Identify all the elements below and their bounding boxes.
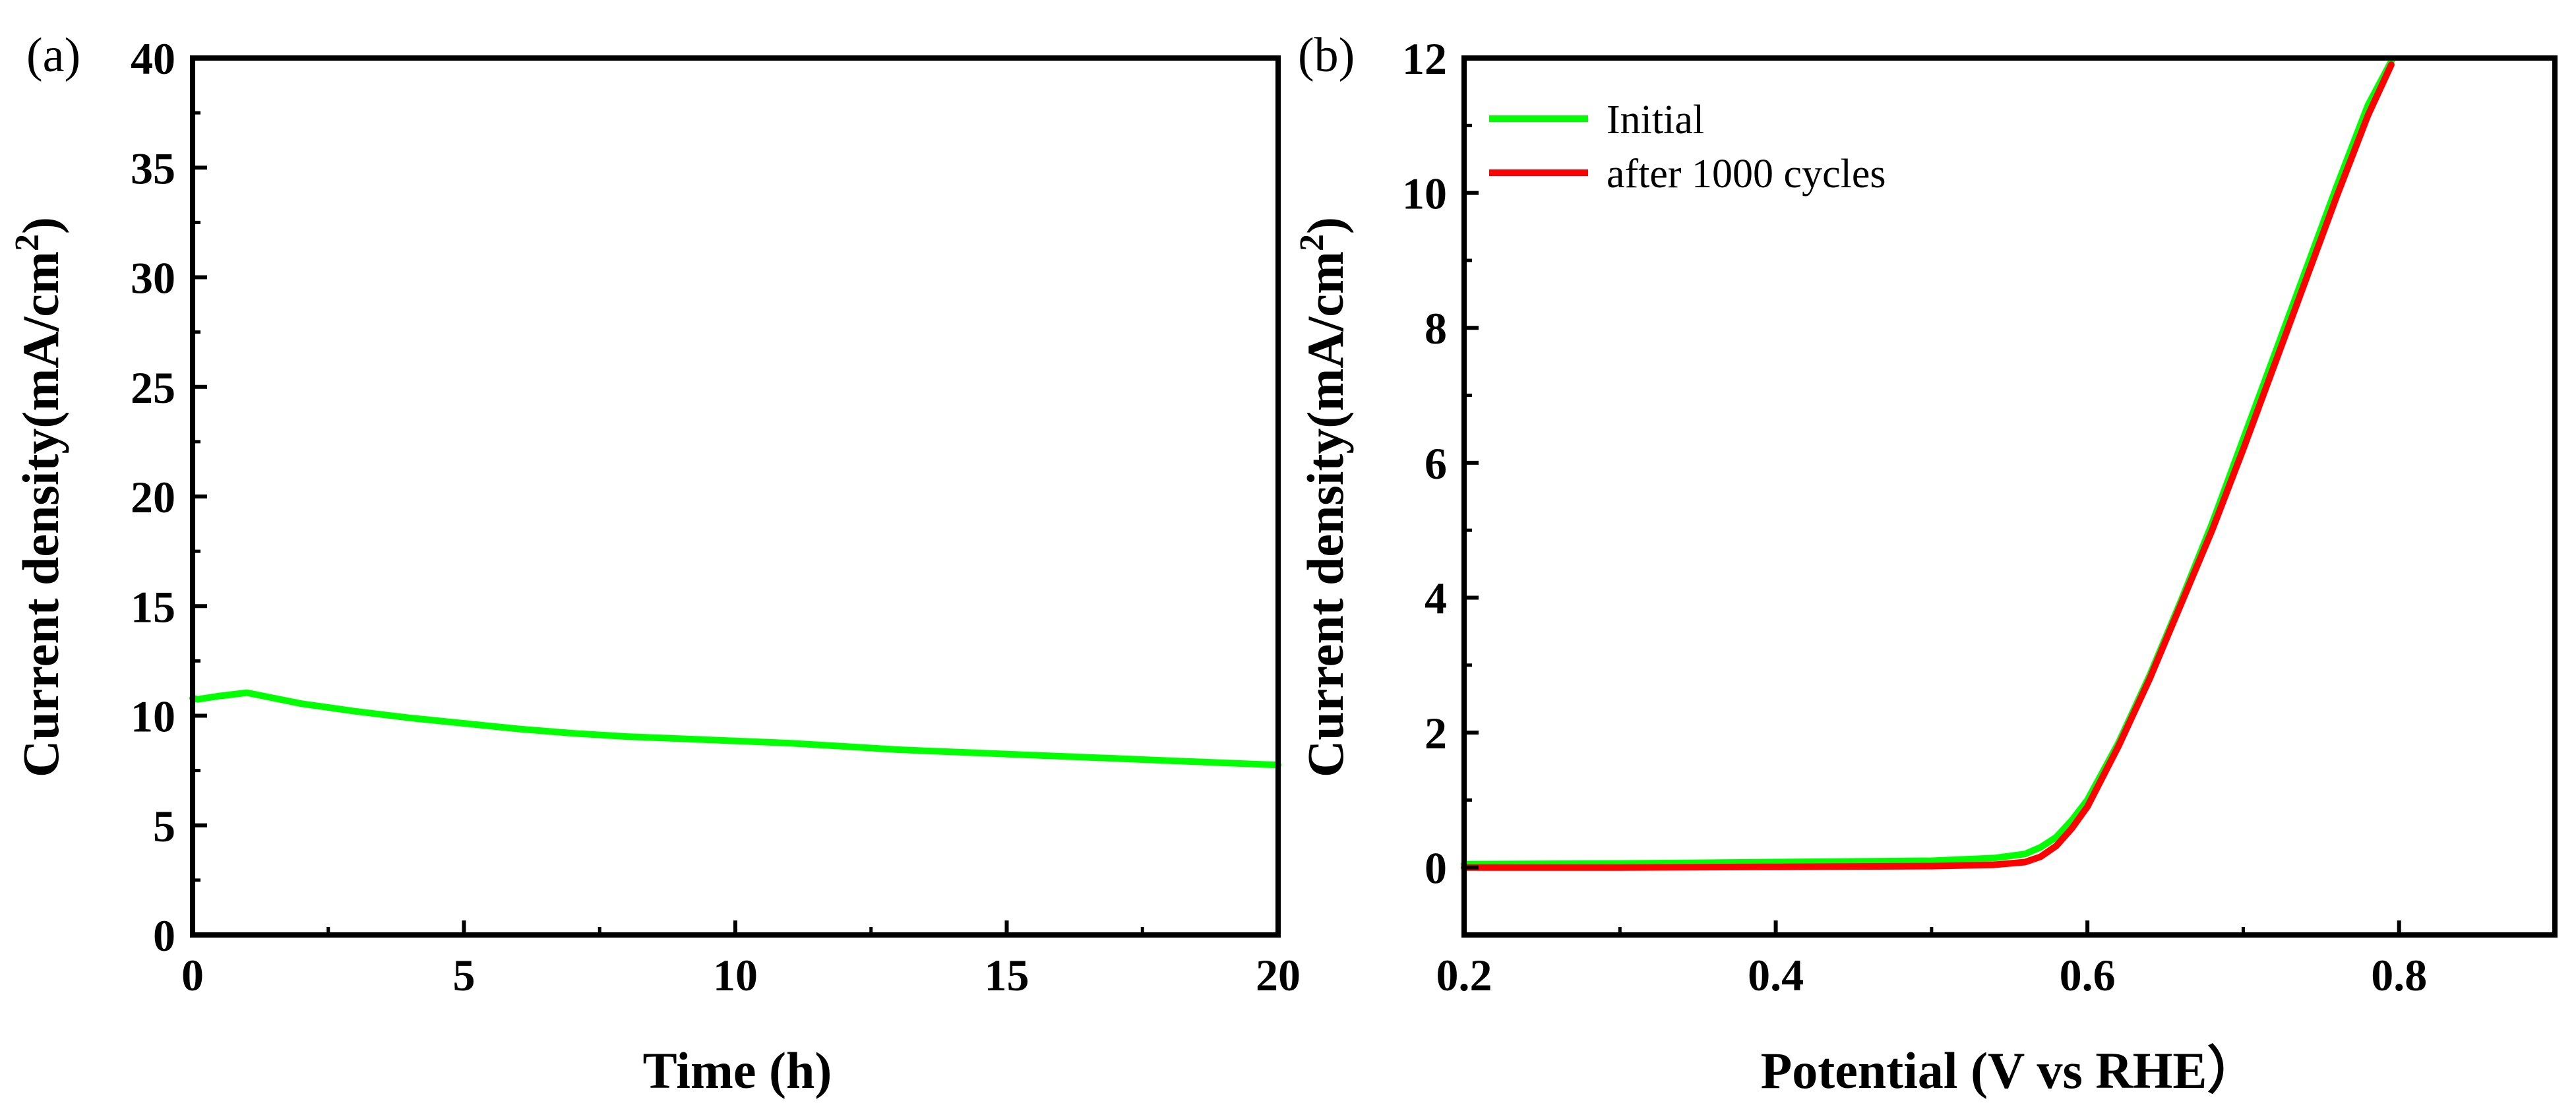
- svg-text:Current density(mA/cm2): Current density(mA/cm2): [1293, 217, 1354, 777]
- x-tick-label: 0.8: [2371, 950, 2427, 1000]
- legend-label-initial: Initial: [1607, 98, 1704, 142]
- y-tick-label: 0: [1425, 843, 1447, 893]
- y-tick-label: 12: [1402, 34, 1447, 84]
- panel-b-legend: Initial after 1000 cycles: [1489, 98, 1886, 196]
- y-tick-label: 5: [153, 801, 175, 851]
- legend-label-after-1000-cycles: after 1000 cycles: [1607, 152, 1886, 196]
- x-tick-label: 0: [181, 950, 204, 1000]
- panel-b: (b) 0.2 0.4 0.6 0.8 0 2 4 6 8 10 12 Current densit…: [1293, 28, 2558, 1099]
- y-tick-label: 35: [131, 143, 175, 193]
- x-tick-label: 0.2: [1436, 950, 1492, 1000]
- y-tick-label: 40: [131, 34, 175, 84]
- y-tick-label: 30: [131, 253, 175, 303]
- panel-b-x-axis-title: Potential (V vs RHE）: [1761, 1042, 2259, 1099]
- series-line-initial: [1461, 58, 2395, 868]
- y-tick-label: 6: [1425, 438, 1447, 489]
- panel-b-plot-frame: [1461, 55, 2558, 938]
- x-tick-label: 5: [453, 950, 475, 1000]
- y-tick-label: 4: [1425, 573, 1447, 623]
- x-tick-label: 20: [1256, 950, 1301, 1000]
- panel-a-series: [189, 689, 1281, 769]
- panel-b-y-axis-title: Current density(mA/cm2): [1293, 217, 1354, 777]
- panel-a-plot-frame: [190, 55, 1281, 938]
- panel-b-series: [1461, 58, 2395, 871]
- x-tick-label: 0.6: [2060, 950, 2116, 1000]
- panel-a-y-axis-title: Current density(mA/cm2): [9, 217, 69, 777]
- y-tick-label: 20: [131, 472, 175, 522]
- x-tick-label: 15: [985, 950, 1029, 1000]
- x-tick-label: 0.4: [1748, 950, 1804, 1000]
- svg-text:Current density(mA/cm2): Current density(mA/cm2): [9, 217, 69, 777]
- panel-a-x-axis-title: Time (h): [643, 1042, 832, 1099]
- panel-b-label: (b): [1298, 28, 1355, 82]
- panel-a-ticks: 0 5 10 15 20 0 5 10 15 20 25 30 35 40: [131, 34, 1301, 1000]
- panel-a: (a) 0 5 10 15 20 0 5 10 15 20 25 30 35 40 Current den…: [9, 28, 1301, 1099]
- x-tick-label: 10: [713, 950, 758, 1000]
- panel-b-ticks: 0.2 0.4 0.6 0.8 0 2 4 6 8 10 12: [1402, 34, 2557, 1000]
- y-tick-label: 2: [1425, 708, 1447, 758]
- y-tick-label: 8: [1425, 303, 1447, 353]
- series-line-after-1000-cycles: [1461, 61, 2395, 871]
- y-tick-label: 10: [1402, 169, 1447, 219]
- y-tick-label: 0: [153, 911, 175, 961]
- panel-a-label: (a): [26, 28, 80, 82]
- y-tick-label: 15: [131, 582, 175, 632]
- series-line-stability: [189, 689, 1281, 769]
- y-tick-label: 10: [131, 692, 175, 742]
- y-tick-label: 25: [131, 363, 175, 413]
